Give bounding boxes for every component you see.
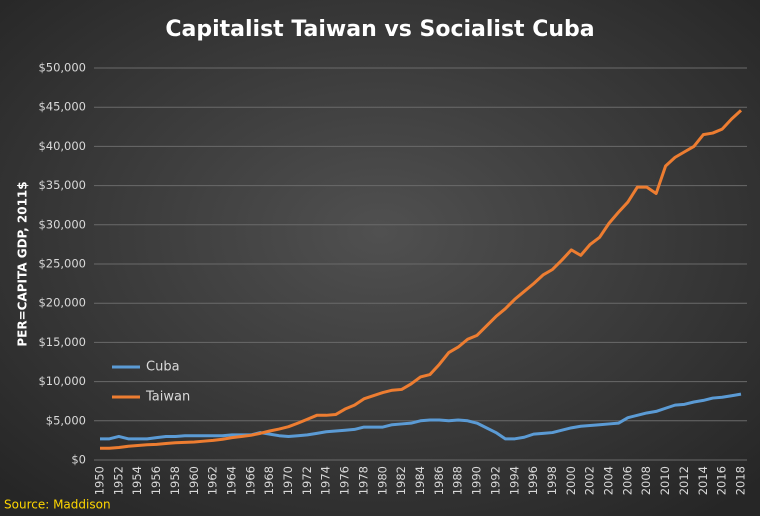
y-tick-label: $15,000 (38, 335, 86, 349)
y-tick-label: $50,000 (38, 61, 86, 75)
x-tick-label: 1998 (545, 466, 559, 495)
x-tick-label: 1996 (526, 466, 540, 495)
x-tick-label: 2004 (602, 466, 616, 495)
chart-title: Capitalist Taiwan vs Socialist Cuba (165, 17, 594, 42)
x-tick-label: 1954 (130, 466, 144, 495)
source: Source: Maddison (4, 498, 111, 512)
x-tick-label: 1988 (451, 466, 465, 495)
y-tick-label: $45,000 (38, 100, 86, 114)
x-tick-label: 1970 (281, 466, 295, 495)
x-tick-label: 2018 (734, 466, 748, 495)
series-line (100, 109, 743, 450)
x-tick-label: 2008 (639, 466, 653, 495)
x-tick-label: 1982 (394, 466, 408, 495)
x-tick-label: 2000 (564, 466, 578, 495)
x-tick-label: 2006 (620, 466, 634, 495)
x-tick-label: 1974 (319, 466, 333, 495)
x-tick-label: 1968 (262, 466, 276, 495)
y-tick-label: $25,000 (38, 257, 86, 271)
x-tick-label: 1994 (507, 466, 521, 495)
y-tick-label: $30,000 (38, 217, 86, 231)
y-axis-label: PER=CAPITA GDP, 2011$ (16, 181, 30, 346)
y-tick-label: $5,000 (46, 413, 86, 427)
x-tick-label: 2016 (715, 466, 729, 495)
x-tick-label: 1980 (375, 466, 389, 495)
x-tick-label: 1972 (300, 466, 314, 495)
x-tick-label: 2010 (658, 466, 672, 495)
x-tick-label: 1950 (93, 466, 107, 495)
series-line (100, 392, 742, 441)
x-tick-label: 1978 (356, 466, 370, 495)
x-tick-label: 1984 (413, 466, 427, 495)
y-tick-label: $20,000 (38, 296, 86, 310)
x-tick-label: 1956 (149, 466, 163, 495)
y-tick-label: $10,000 (38, 374, 86, 388)
x-tick-label: 1962 (206, 466, 220, 495)
y-tick-label: $0 (71, 453, 86, 467)
x-tick-label: 1952 (111, 466, 125, 495)
x-tick-label: 1976 (338, 466, 352, 495)
x-tick-label: 1966 (243, 466, 257, 495)
x-tick-label: 2002 (583, 466, 597, 495)
x-tick-label: 2012 (677, 466, 691, 495)
x-tick-label: 1990 (470, 466, 484, 495)
x-tick-label: 1986 (432, 466, 446, 495)
x-tick-label: 1958 (168, 466, 182, 495)
y-tick-label: $40,000 (38, 139, 86, 153)
x-tick-label: 1960 (187, 466, 201, 495)
x-tick-label: 1964 (224, 466, 238, 495)
x-tick-label: 1992 (488, 466, 502, 495)
legend-label: Cuba (146, 360, 180, 375)
legend-label: Taiwan (145, 390, 190, 405)
x-tick-label: 2014 (696, 466, 710, 495)
y-tick-label: $35,000 (38, 178, 86, 192)
